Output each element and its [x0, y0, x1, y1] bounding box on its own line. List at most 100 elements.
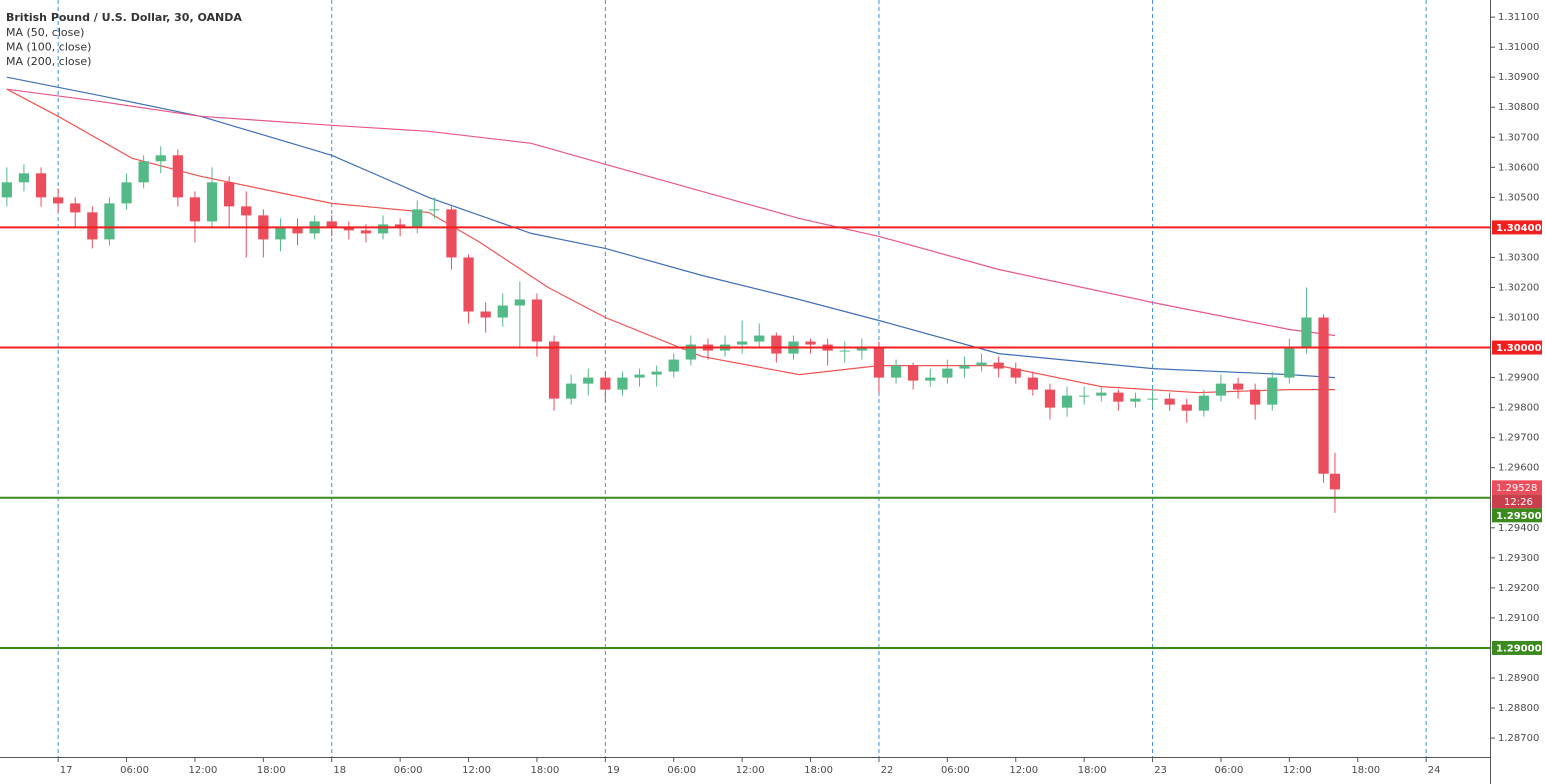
- x-tick-label: 06:00: [667, 765, 696, 776]
- candle-body: [634, 374, 645, 378]
- x-tick-label: 24: [1428, 765, 1441, 776]
- y-tick-label: 1.31100: [1498, 12, 1539, 23]
- candle-body: [548, 341, 560, 399]
- candle-body: [446, 209, 457, 258]
- candle-body: [343, 227, 354, 231]
- candle-body: [275, 227, 286, 240]
- candle-body: [993, 362, 1004, 369]
- y-tick-label: 1.29700: [1498, 433, 1539, 444]
- x-tick-label: 06:00: [394, 765, 423, 776]
- candle-body: [292, 227, 303, 234]
- y-tick-label: 1.30800: [1498, 102, 1539, 113]
- candle-body: [429, 209, 440, 211]
- candle-body: [224, 182, 235, 207]
- last-price-label: 1.29528: [1496, 483, 1537, 494]
- candle-body: [1061, 395, 1073, 408]
- candle-body: [1181, 404, 1192, 411]
- x-tick-label: 19: [607, 765, 620, 776]
- candle-body: [1301, 317, 1312, 348]
- candle-body: [463, 257, 474, 312]
- legend: British Pound / U.S. Dollar, 30, OANDA M…: [6, 11, 242, 68]
- legend-entry: MA (100, close): [6, 41, 91, 54]
- level-label: 1.30000: [1496, 343, 1542, 354]
- last-price-badge: [1492, 480, 1542, 495]
- candle-body: [155, 155, 166, 162]
- x-tick-label: 22: [881, 765, 894, 776]
- y-tick-label: 1.29600: [1498, 463, 1539, 474]
- candle-body: [531, 299, 543, 342]
- candle-body: [35, 173, 47, 198]
- countdown-label: 12:26: [1504, 497, 1533, 508]
- x-tick-label: 12:00: [189, 765, 218, 776]
- legend-entry: MA (50, close): [6, 26, 84, 39]
- y-tick-label: 1.29900: [1498, 373, 1539, 384]
- candle-body: [206, 182, 218, 222]
- x-tick-label: 18:00: [257, 765, 286, 776]
- y-tick-label: 1.30200: [1498, 282, 1539, 293]
- candle-body: [839, 350, 850, 352]
- candle-body: [1113, 392, 1124, 402]
- x-tick-label: 23: [1154, 765, 1167, 776]
- candle-body: [1318, 317, 1329, 474]
- level-badge: [1492, 640, 1542, 655]
- candle-body: [1284, 347, 1295, 378]
- x-tick-label: 18:00: [1078, 765, 1107, 776]
- candle-body: [480, 311, 491, 318]
- y-tick-label: 1.29100: [1498, 613, 1539, 624]
- legend-entry: MA (200, close): [6, 55, 91, 68]
- x-tick-label: 18:00: [804, 765, 833, 776]
- candle-body: [583, 377, 594, 384]
- x-tick-label: 12:00: [462, 765, 491, 776]
- axis-layer: 1.28700 1.28800 1.28900 1.29100 1.29200 1.293…: [57, 12, 1539, 776]
- candle-body: [189, 197, 201, 222]
- y-tick-label: 1.29200: [1498, 583, 1539, 594]
- y-tick-label: 1.30900: [1498, 72, 1539, 83]
- candle-body: [1232, 383, 1244, 390]
- candle-body: [856, 347, 867, 351]
- moving-average: [6, 88, 1336, 337]
- y-tick-label: 1.30100: [1498, 313, 1539, 324]
- candle-body: [566, 383, 577, 399]
- x-tick-label: 12:00: [1283, 765, 1312, 776]
- candle-body: [942, 368, 953, 378]
- candle-body: [600, 377, 611, 390]
- candle-layer: [1, 146, 1341, 513]
- candle-body: [1250, 389, 1261, 405]
- candle-body: [754, 335, 765, 342]
- candle-body: [1, 182, 12, 198]
- x-tick-label: 18:00: [531, 765, 560, 776]
- candle-body: [326, 221, 337, 228]
- level-badge: [1492, 220, 1542, 235]
- x-tick-label: 12:00: [1009, 765, 1038, 776]
- y-tick-label: 1.28800: [1498, 703, 1539, 714]
- candle-body: [685, 344, 696, 360]
- candle-body: [1267, 377, 1278, 405]
- level-label: 1.29500: [1496, 511, 1542, 522]
- candle-body: [925, 377, 936, 381]
- countdown-badge: [1492, 494, 1542, 509]
- x-tick-label: 12:00: [736, 765, 765, 776]
- candle-body: [1044, 389, 1056, 408]
- candle-body: [1096, 392, 1107, 396]
- candle-body: [1215, 383, 1227, 396]
- candle-body: [138, 161, 149, 183]
- candle-body: [1010, 368, 1021, 378]
- candle-body: [771, 335, 782, 354]
- candle-body: [890, 365, 902, 378]
- candle-body: [1164, 398, 1175, 405]
- y-tick-label: 1.30500: [1498, 192, 1539, 203]
- candle-body: [514, 299, 525, 306]
- y-tick-label: 1.30300: [1498, 252, 1539, 263]
- x-tick-label: 06:00: [941, 765, 970, 776]
- candle-body: [908, 365, 919, 381]
- candle-body: [121, 182, 132, 204]
- chart-title: British Pound / U.S. Dollar, 30, OANDA: [6, 11, 242, 24]
- candle-body: [497, 305, 508, 318]
- candle-body: [104, 203, 115, 240]
- y-tick-label: 1.28700: [1498, 733, 1539, 744]
- x-tick-label: 18:00: [1351, 765, 1380, 776]
- candle-body: [412, 209, 423, 228]
- y-tick-label: 1.29300: [1498, 553, 1539, 564]
